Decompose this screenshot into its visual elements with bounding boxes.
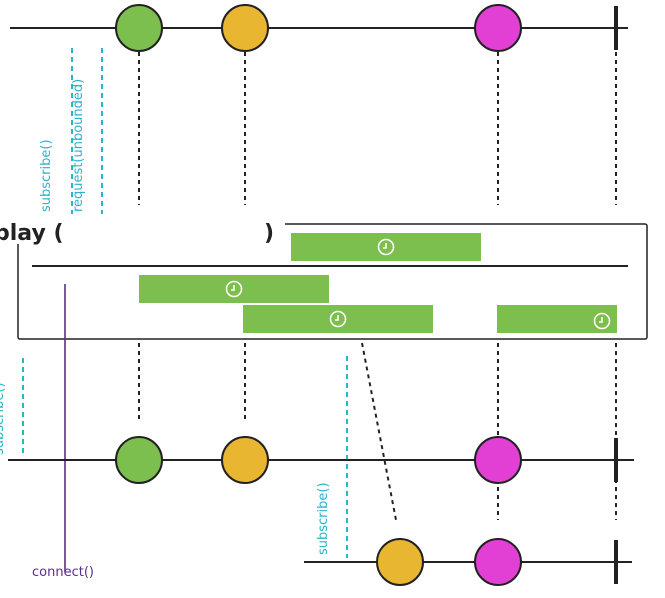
source-marble-green [115,4,163,52]
subscriber-2-marble-yellow [376,538,424,586]
clock-icon [377,238,395,256]
subscribe-label-top: subscribe() [39,139,54,212]
request-label-top: request(unbounded) [71,79,86,212]
clock-icon [225,280,243,298]
operator-title-prefix: play ( [0,221,64,246]
connect-label: connect() [32,565,94,580]
source-marble-yellow [221,4,269,52]
subscriber-1-marble-yellow [221,436,269,484]
subscribe-label-2: subscribe() [316,482,331,555]
output-replay-diagonal [361,342,397,521]
source-marble-magenta [474,4,522,52]
operator-box [17,223,648,340]
subscriber-1-marble-green [115,436,163,484]
subscriber-1-marble-magenta [474,436,522,484]
operator-title-backdrop [0,214,285,244]
subscribe-label-1: subscribe() [0,382,7,455]
clock-icon [593,312,611,330]
window-box-4 [497,305,617,333]
subscriber-2-marble-magenta [474,538,522,586]
operator-title-suffix: ) [264,221,274,246]
clock-icon [329,310,347,328]
